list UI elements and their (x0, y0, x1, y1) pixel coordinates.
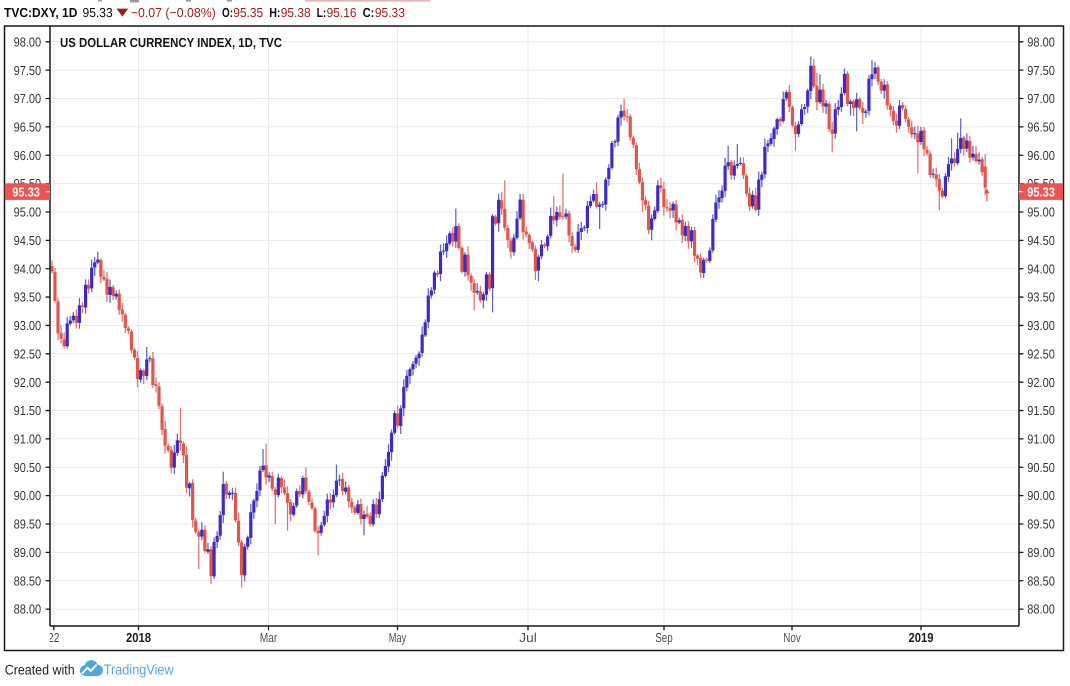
svg-text:95.33: 95.33 (375, 5, 405, 20)
svg-text:Sep: Sep (655, 630, 673, 645)
svg-text:May: May (389, 630, 407, 645)
svg-text:90.00: 90.00 (1027, 488, 1055, 503)
svg-text:98.00: 98.00 (14, 34, 42, 49)
svg-text:92.00: 92.00 (1027, 375, 1055, 390)
svg-text:95.33: 95.33 (83, 5, 113, 20)
svg-text:96.50: 96.50 (14, 120, 42, 135)
svg-text:92.50: 92.50 (14, 346, 42, 361)
svg-text:92.00: 92.00 (14, 375, 42, 390)
svg-text:97.50: 97.50 (14, 63, 42, 78)
svg-text:90.00: 90.00 (14, 488, 42, 503)
svg-text:C:: C: (363, 5, 375, 20)
svg-text:94.50: 94.50 (1027, 233, 1055, 248)
svg-text:96.50: 96.50 (1027, 120, 1055, 135)
svg-text:89.00: 89.00 (14, 545, 42, 560)
svg-text:91.50: 91.50 (1027, 403, 1055, 418)
svg-text:H:: H: (269, 5, 280, 20)
svg-text:95.38: 95.38 (281, 5, 311, 20)
svg-text:96.00: 96.00 (14, 148, 42, 163)
svg-text:88.00: 88.00 (14, 602, 42, 617)
svg-text:88.50: 88.50 (14, 573, 42, 588)
svg-text:O:: O: (222, 5, 233, 20)
svg-text:91.50: 91.50 (14, 403, 42, 418)
svg-text:97.00: 97.00 (14, 91, 42, 106)
svg-text:Nov: Nov (783, 630, 801, 645)
svg-text:98.00: 98.00 (1027, 34, 1055, 49)
svg-text:91.00: 91.00 (14, 432, 42, 447)
svg-text:2019: 2019 (909, 630, 934, 645)
svg-text:US DOLLAR CURRENCY INDEX, 1D,: US DOLLAR CURRENCY INDEX, 1D, TVC (60, 35, 283, 50)
svg-text:95.35: 95.35 (233, 5, 263, 20)
svg-text:92.50: 92.50 (1027, 346, 1055, 361)
svg-text:22: 22 (48, 630, 60, 645)
svg-text:97.00: 97.00 (1027, 91, 1055, 106)
svg-text:Mar: Mar (260, 630, 278, 645)
svg-text:94.00: 94.00 (1027, 261, 1055, 276)
svg-text:93.50: 93.50 (1027, 290, 1055, 305)
svg-text:89.50: 89.50 (14, 517, 42, 532)
svg-text:94.00: 94.00 (14, 261, 42, 276)
svg-text:96.00: 96.00 (1027, 148, 1055, 163)
svg-text:Jul: Jul (519, 630, 537, 645)
svg-text:95.00: 95.00 (14, 205, 42, 220)
svg-text:95.33: 95.33 (1027, 184, 1055, 199)
svg-text:90.50: 90.50 (14, 460, 42, 475)
svg-text:88.50: 88.50 (1027, 573, 1055, 588)
svg-text:89.00: 89.00 (1027, 545, 1055, 560)
svg-text:2018: 2018 (126, 630, 151, 645)
svg-text:93.00: 93.00 (14, 318, 42, 333)
svg-text:TVC:DXY, 1D: TVC:DXY, 1D (4, 5, 77, 20)
svg-text:93.00: 93.00 (1027, 318, 1055, 333)
svg-text:Created with: Created with (5, 662, 75, 678)
svg-text:TradingView: TradingView (104, 663, 174, 679)
svg-text:88.00: 88.00 (1027, 602, 1055, 617)
svg-text:−0.07 (−0.08%): −0.07 (−0.08%) (131, 5, 216, 20)
svg-text:91.00: 91.00 (1027, 432, 1055, 447)
svg-text:97.50: 97.50 (1027, 63, 1055, 78)
svg-text:89.50: 89.50 (1027, 517, 1055, 532)
svg-text:95.33: 95.33 (12, 184, 40, 199)
svg-text:95.00: 95.00 (1027, 205, 1055, 220)
svg-text:93.50: 93.50 (14, 290, 42, 305)
svg-text:95.16: 95.16 (327, 5, 357, 20)
svg-text:90.50: 90.50 (1027, 460, 1055, 475)
svg-text:94.50: 94.50 (14, 233, 42, 248)
svg-text:L:: L: (317, 5, 327, 20)
